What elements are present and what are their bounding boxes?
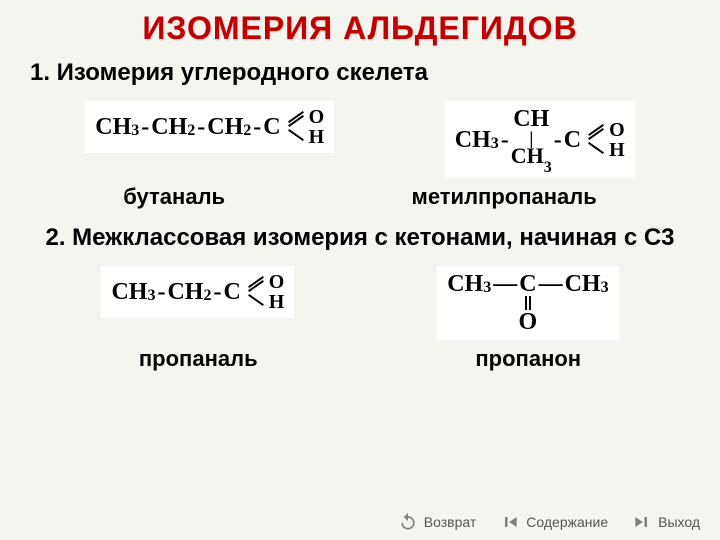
single-bond: - bbox=[197, 115, 205, 139]
nav-exit-button[interactable]: Выход bbox=[632, 512, 700, 532]
text: CH bbox=[455, 128, 491, 152]
text: O bbox=[609, 120, 625, 140]
text: CH bbox=[167, 280, 203, 304]
subscript: 2 bbox=[187, 123, 195, 139]
text: O bbox=[309, 107, 325, 127]
section2-heading: 2. Межклассовая изомерия с кетонами, нач… bbox=[0, 218, 720, 258]
section1-formula-row: CH3 - CH2 - CH2 - C O H CH3 - CH | CH3 -… bbox=[0, 93, 720, 178]
text: C bbox=[519, 272, 536, 296]
next-icon bbox=[632, 512, 652, 532]
subscript: 3 bbox=[147, 288, 155, 304]
text: CH bbox=[511, 143, 544, 168]
single-bond: - bbox=[141, 115, 149, 139]
undo-icon bbox=[398, 512, 418, 532]
formula-butanal: CH3 - CH2 - CH2 - C O H bbox=[85, 101, 334, 153]
formula-propanon: CH3 — C — CH3 O bbox=[437, 266, 618, 340]
single-bond-icon bbox=[585, 143, 607, 157]
nav-label: Содержание bbox=[526, 514, 608, 530]
cho-group: O H bbox=[583, 120, 625, 160]
single-bond: - bbox=[554, 128, 562, 152]
double-bond-icon bbox=[245, 275, 267, 289]
section1-heading: 1. Изомерия углеродного скелета bbox=[0, 53, 720, 93]
section1-label-row: бутаналь метилпропаналь bbox=[0, 178, 720, 218]
prev-icon bbox=[500, 512, 520, 532]
formula-propanal: CH3 - CH2 - C O H bbox=[101, 266, 294, 318]
single-bond: - bbox=[253, 115, 261, 139]
cho-group: O H bbox=[243, 272, 285, 312]
single-bond-icon bbox=[285, 130, 307, 144]
text: H bbox=[609, 140, 625, 160]
label-propanal: пропаналь bbox=[139, 346, 258, 372]
single-bond: — bbox=[493, 272, 517, 296]
subscript: 3 bbox=[131, 123, 139, 139]
subscript: 2 bbox=[203, 288, 211, 304]
vertical-double-bond-icon bbox=[522, 296, 534, 310]
double-bond-icon bbox=[285, 110, 307, 124]
nav-contents-button[interactable]: Содержание bbox=[500, 512, 608, 532]
subscript: 3 bbox=[544, 159, 552, 176]
subscript: 3 bbox=[491, 136, 499, 152]
single-bond: - bbox=[213, 280, 221, 304]
double-bond-icon bbox=[585, 123, 607, 137]
single-bond: - bbox=[501, 128, 509, 152]
nav-back-button[interactable]: Возврат bbox=[398, 512, 477, 532]
text: CH bbox=[565, 272, 601, 296]
text: O bbox=[519, 310, 538, 334]
text: C bbox=[223, 280, 240, 304]
label-methylpropanal: метилпропаналь bbox=[412, 184, 597, 210]
label-butanal: бутаналь bbox=[123, 184, 225, 210]
text: H bbox=[309, 127, 325, 147]
text: CH bbox=[447, 272, 483, 296]
text: CH bbox=[207, 115, 243, 139]
cho-group: O H bbox=[283, 107, 325, 147]
single-bond: — bbox=[539, 272, 563, 296]
single-bond-icon bbox=[245, 295, 267, 309]
bottom-nav: Возврат Содержание Выход bbox=[398, 512, 700, 532]
subscript: 3 bbox=[483, 280, 491, 296]
nav-label: Выход bbox=[658, 514, 700, 530]
nav-label: Возврат bbox=[424, 514, 477, 530]
text: CH bbox=[151, 115, 187, 139]
text: CH bbox=[95, 115, 131, 139]
subscript: 2 bbox=[243, 123, 251, 139]
section2-label-row: пропаналь пропанон bbox=[0, 340, 720, 380]
branched-carbon: CH | CH3 bbox=[511, 107, 552, 172]
text: C bbox=[263, 115, 280, 139]
page-title: ИЗОМЕРИЯ АЛЬДЕГИДОВ bbox=[0, 0, 720, 53]
label-propanon: пропанон bbox=[475, 346, 581, 372]
text: CH bbox=[111, 280, 147, 304]
formula-methylpropanal: CH3 - CH | CH3 - C O H bbox=[445, 101, 635, 178]
subscript: 3 bbox=[601, 280, 609, 296]
text: H bbox=[269, 292, 285, 312]
text: O bbox=[269, 272, 285, 292]
text: C bbox=[564, 128, 581, 152]
section2-formula-row: CH3 - CH2 - C O H CH3 — C — CH3 O bbox=[0, 258, 720, 340]
single-bond: - bbox=[157, 280, 165, 304]
